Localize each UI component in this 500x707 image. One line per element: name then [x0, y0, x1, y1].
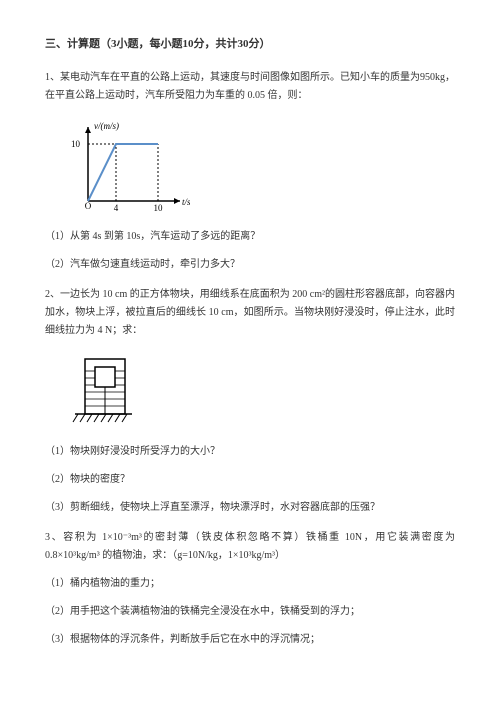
q2-figure	[70, 354, 455, 429]
y-axis-label: v/(m/s)	[94, 121, 119, 131]
q1-sub2: （2）汽车做匀速直线运动时，牵引力多大？	[45, 256, 455, 274]
section-title: 三、计算题（3小题，每小题10分，共计30分）	[45, 35, 455, 55]
q2-sub2: （2）物块的密度？	[45, 471, 455, 489]
q2-sub1: （1）物块刚好浸没时所受浮力的大小？	[45, 443, 455, 461]
origin-label: O	[85, 201, 92, 211]
question-2: 2、一边长为 10 cm 的正方体物块，用细线系在底面积为 200 cm²的圆柱…	[45, 286, 455, 517]
x-axis-label: t/s	[182, 197, 190, 207]
q3-sub1: （1）桶内植物油的重力；	[45, 575, 455, 593]
q2-text: 2、一边长为 10 cm 的正方体物块，用细线系在底面积为 200 cm²的圆柱…	[45, 286, 455, 340]
question-3: 3、容积为 1×10⁻³m³的密封薄（铁皮体积忽略不算）铁桶重 10N，用它装满…	[45, 529, 455, 649]
q1-chart: O 4 10 t/s 10 v/(m/s)	[70, 119, 455, 214]
q3-sub2: （2）用手把这个装满植物油的铁桶完全浸没在水中，铁桶受到的浮力；	[45, 603, 455, 621]
q1-sub1: （1）从第 4s 到第 10s，汽车运动了多远的距离？	[45, 228, 455, 246]
xtick-10: 10	[154, 203, 164, 213]
q1-text: 1、某电动汽车在平直的公路上运动，其速度与时间图像如图所示。已知小车的质量为95…	[45, 69, 455, 105]
q3-text: 3、容积为 1×10⁻³m³的密封薄（铁皮体积忽略不算）铁桶重 10N，用它装满…	[45, 529, 455, 565]
question-1: 1、某电动汽车在平直的公路上运动，其速度与时间图像如图所示。已知小车的质量为95…	[45, 69, 455, 274]
q2-sub3: （3）剪断细线，使物块上浮直至漂浮，物块漂浮时，水对容器底部的压强？	[45, 499, 455, 517]
xtick-4: 4	[114, 203, 119, 213]
q3-sub3: （3）根据物体的浮沉条件，判断放手后它在水中的浮沉情况；	[45, 631, 455, 649]
ytick-10: 10	[71, 139, 81, 149]
